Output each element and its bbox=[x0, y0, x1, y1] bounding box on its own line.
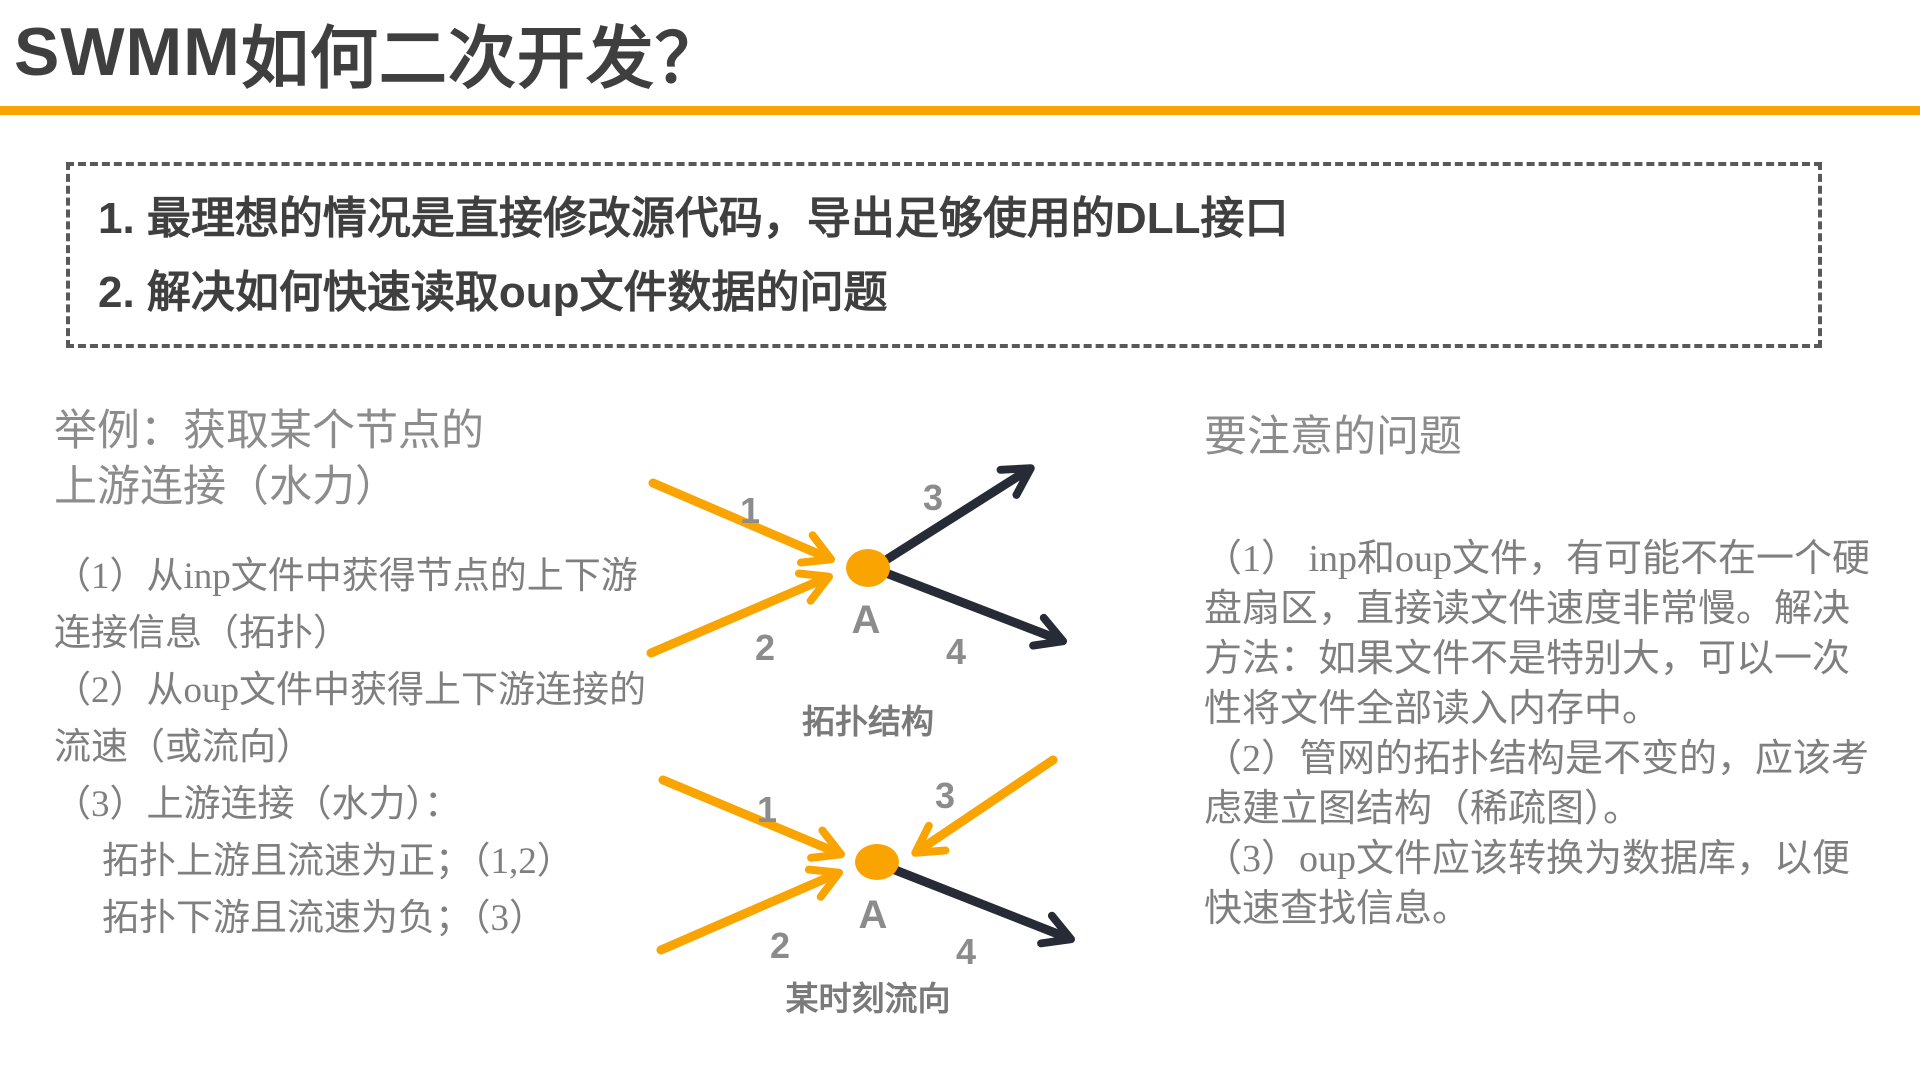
node-a-icon bbox=[846, 549, 890, 587]
inflow-arrow-1-icon bbox=[648, 478, 835, 567]
outflow-arrow-4-icon bbox=[881, 568, 1068, 650]
link-label-4: 4 bbox=[956, 931, 976, 972]
link-label-1: 1 bbox=[757, 789, 777, 830]
example-step-1: （1）从inp文件中获得节点的上下游连接信息（拓扑） bbox=[54, 556, 638, 654]
page-title-chinese: 如何二次开发？ bbox=[240, 20, 724, 97]
key-point-1: 1. 最理想的情况是直接修改源代码，导出足够使用的DLL接口 bbox=[98, 194, 1289, 243]
link-label-3: 3 bbox=[935, 775, 955, 816]
node-a-icon bbox=[855, 844, 899, 880]
notes-heading: 要注意的问题 bbox=[1204, 414, 1462, 461]
page-title: SWMM 如何二次开发？ bbox=[14, 2, 724, 102]
inflow-arrow-2-icon bbox=[656, 865, 843, 955]
example-heading-line-2: 上游连接（水力） bbox=[54, 464, 398, 511]
outflow-arrow-3-icon bbox=[881, 464, 1035, 565]
note-1: （1） inp和oup文件，有可能不在一个硬盘扇区，直接读文件速度非常慢。解决方… bbox=[1204, 538, 1871, 730]
example-step-3: （3）上游连接（水力）： bbox=[54, 784, 461, 825]
link-label-4: 4 bbox=[946, 631, 966, 672]
title-divider bbox=[0, 106, 1920, 115]
example-step-2: （2）从oup文件中获得上下游连接的流速（或流向） bbox=[54, 670, 646, 768]
topology-diagram: 1 2 3 4 A bbox=[646, 464, 1068, 672]
key-points-box: 1. 最理想的情况是直接修改源代码，导出足够使用的DLL接口 2. 解决如何快速… bbox=[66, 162, 1822, 348]
flow-caption: 某时刻流向 bbox=[785, 982, 951, 1018]
notes-body: （1） inp和oup文件，有可能不在一个硬盘扇区，直接读文件速度非常慢。解决方… bbox=[1204, 534, 1876, 934]
notes-section: 要注意的问题 （1） inp和oup文件，有可能不在一个硬盘扇区，直接读文件速度… bbox=[1204, 412, 1876, 934]
example-body: （1）从inp文件中获得节点的上下游连接信息（拓扑） （2）从oup文件中获得上… bbox=[54, 548, 664, 947]
example-section: 举例：获取某个节点的 上游连接（水力） （1）从inp文件中获得节点的上下游连接… bbox=[54, 404, 664, 947]
link-label-2: 2 bbox=[770, 925, 790, 966]
page-title-latin: SWMM bbox=[14, 14, 241, 90]
link-label-3: 3 bbox=[923, 477, 943, 518]
inflow-arrow-3-icon bbox=[911, 755, 1058, 857]
node-label-a: A bbox=[852, 598, 881, 642]
topology-caption: 拓扑结构 bbox=[802, 705, 934, 741]
outflow-arrow-4-icon bbox=[885, 863, 1076, 948]
example-rule-downstream: 拓扑下游且流速为负；（3） bbox=[102, 898, 546, 939]
inflow-arrow-1-icon bbox=[658, 775, 846, 862]
example-heading-line-1: 举例：获取某个节点的 bbox=[54, 408, 484, 455]
link-label-2: 2 bbox=[755, 627, 775, 668]
flow-diagram: 1 2 3 4 A bbox=[656, 755, 1076, 972]
node-label-a: A bbox=[859, 893, 888, 937]
inflow-arrow-2-icon bbox=[646, 569, 833, 658]
note-3: （3）oup文件应该转换为数据库，以便快速查找信息。 bbox=[1204, 838, 1851, 930]
note-2: （2）管网的拓扑结构是不变的，应该考虑建立图结构（稀疏图）。 bbox=[1204, 738, 1870, 830]
example-rule-upstream: 拓扑上游且流速为正；（1,2） bbox=[102, 841, 574, 882]
example-heading: 举例：获取某个节点的 上游连接（水力） bbox=[54, 404, 664, 516]
link-label-1: 1 bbox=[740, 490, 760, 531]
key-point-2: 2. 解决如何快速读取oup文件数据的问题 bbox=[98, 268, 888, 317]
